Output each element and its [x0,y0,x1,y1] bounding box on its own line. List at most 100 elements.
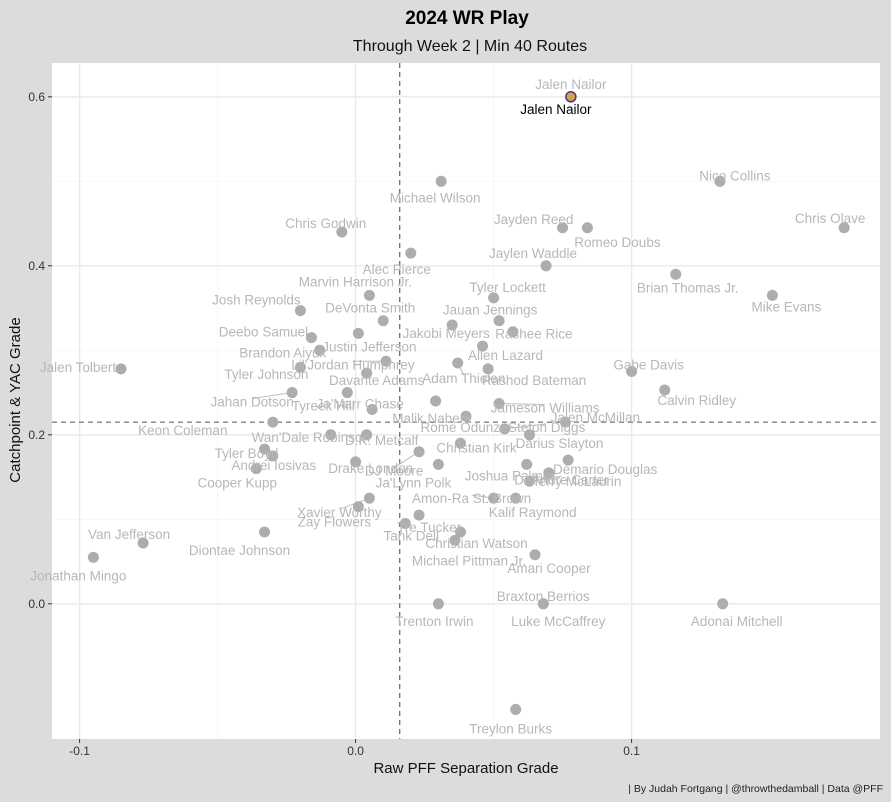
y-tick-label: 0.4 [28,259,45,273]
point-label: Brandon Aiyuk [239,345,326,360]
data-point [460,410,472,422]
data-point [259,443,271,455]
point-label: DJ Moore [365,464,424,479]
data-point [314,344,326,356]
data-point [325,429,337,441]
point-label: DeAndre Carter [514,472,609,487]
point-label: Jalen Nailor [535,77,607,92]
data-point [361,429,373,441]
y-axis-ticks: 0.0 0.2 0.4 0.6 [28,90,52,611]
data-point [537,598,549,610]
data-point [377,315,389,327]
data-point [626,365,638,377]
chart-subtitle: Through Week 2 | Min 40 Routes [353,38,587,55]
label-leader-line [499,403,546,406]
data-point [529,549,541,561]
point-label: Tyler Lockett [469,280,546,295]
data-point [510,492,522,504]
point-label: Rome Odunze [420,420,507,435]
point-label: Cooper Kupp [197,476,277,491]
point-label: Treylon Burks [469,721,552,736]
y-tick-label: 0.6 [28,90,45,104]
data-point [350,456,362,468]
data-point [87,551,99,563]
y-tick-label: 0.0 [28,597,45,611]
point-label: Jameson Williams [491,401,600,416]
point-label: Luke McCaffrey [511,614,606,629]
point-label: Jakobi Meyers [403,326,490,341]
chart-title: 2024 WR Play [405,8,529,29]
data-point [432,458,444,470]
data-point [435,175,447,187]
data-point [267,416,279,428]
data-point [543,467,555,479]
point-label: Christian Watson [425,536,527,551]
point-label: Brian Thomas Jr. [637,280,739,295]
point-label: Drake London [328,461,413,476]
point-label: Davante Adams [329,373,425,388]
data-point [137,537,149,549]
data-point [521,458,533,470]
point-label: Tyler Johnson [224,367,308,382]
point-label: DeVonta Smith [325,301,415,316]
x-tick-label: -0.1 [69,744,90,758]
data-point [565,91,577,103]
data-point [670,268,682,280]
data-point [559,416,571,428]
y-tick-label: 0.2 [28,428,45,442]
data-point [352,501,364,513]
data-point [493,398,505,410]
point-label: Malik Nabers [392,411,471,426]
data-point [454,437,466,449]
data-point [430,395,442,407]
data-point [363,289,375,301]
point-label: Ja'Marr Chase [316,396,403,411]
data-point [405,247,417,259]
point-label: Darius Slayton [516,436,604,451]
data-point [294,305,306,317]
point-label: Calvin Ridley [657,393,736,408]
x-axis-ticks: -0.1 0.0 0.1 [69,739,640,758]
point-label: Rashee Rice [495,327,572,342]
chart-caption: | By Judah Fortgang | @throwthedamball |… [628,783,883,795]
data-point [659,384,671,396]
reference-lines [52,63,880,739]
data-point [294,361,306,373]
data-point [488,292,500,304]
data-point [366,403,378,415]
data-point [523,429,535,441]
y-axis-title: Catchpoint & YAC Grade [7,317,24,482]
point-label: Chris Godwin [285,216,366,231]
point-label: Rashod Bateman [482,373,586,388]
label-leader-line [504,423,547,430]
point-label: Jalen Tolbert [40,360,117,375]
point-label: Marvin Harrison Jr. [299,274,412,289]
data-point [363,492,375,504]
point-label: Kalif Raymond [489,505,577,520]
point-label: Adam Thielen [422,371,505,386]
data-point [399,518,411,530]
label-leader-line [252,392,293,400]
point-label: Jalen McMillan [551,410,640,425]
point-label: Diontae Johnson [189,543,290,558]
data-point [507,326,519,338]
point-label: Amari Cooper [507,561,591,576]
point-label: Trenton Irwin [395,614,473,629]
data-point [838,222,850,234]
point-label: Mike Evans [751,299,821,314]
data-point [341,387,353,399]
point-label: Amon-Ra St. Brown [412,491,531,506]
point-label: Keon Coleman [138,423,227,438]
point-label: Tre Tucker [397,520,462,535]
data-point [115,363,127,375]
data-point [380,355,392,367]
point-label: Zay Flowers [298,515,372,530]
point-label: Andrei Iosivas [231,458,316,473]
data-point [336,226,348,238]
point-label: Jaylen Waddle [489,246,577,261]
point-labels: Jalen Nailor Nico Collins Michael Wilson Ch… [30,77,865,737]
data-point [488,492,500,504]
data-point [557,222,569,234]
point-label: Christian Kirk [436,440,517,455]
